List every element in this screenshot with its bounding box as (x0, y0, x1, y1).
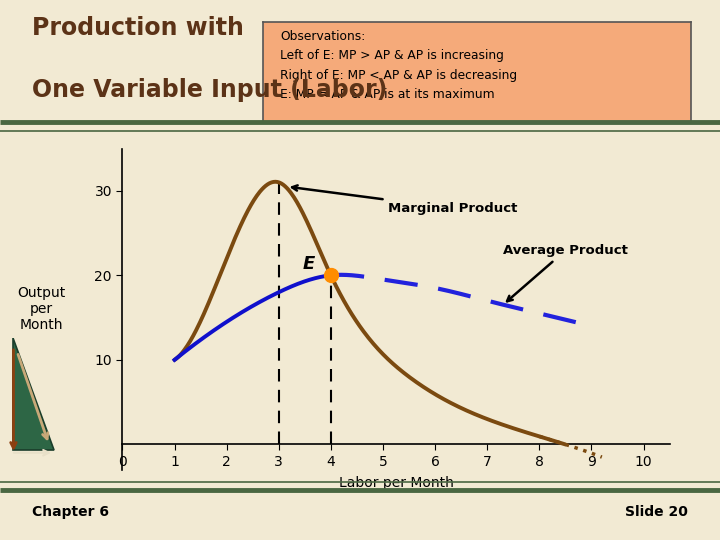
Text: E: E (302, 254, 315, 273)
Text: One Variable Input (Labor): One Variable Input (Labor) (32, 78, 388, 102)
X-axis label: Labor per Month: Labor per Month (338, 476, 454, 490)
Text: Marginal Product: Marginal Product (292, 185, 518, 215)
Text: Observations:
Left of E: MP > AP & AP is increasing
Right of E: MP < AP & AP is : Observations: Left of E: MP > AP & AP is… (280, 30, 517, 101)
Text: Average Product: Average Product (503, 244, 628, 301)
Text: Slide 20: Slide 20 (625, 505, 688, 519)
Polygon shape (14, 338, 54, 450)
Text: Production with: Production with (32, 16, 244, 40)
Y-axis label: Output
per
Month: Output per Month (17, 286, 66, 332)
Text: Chapter 6: Chapter 6 (32, 505, 109, 519)
